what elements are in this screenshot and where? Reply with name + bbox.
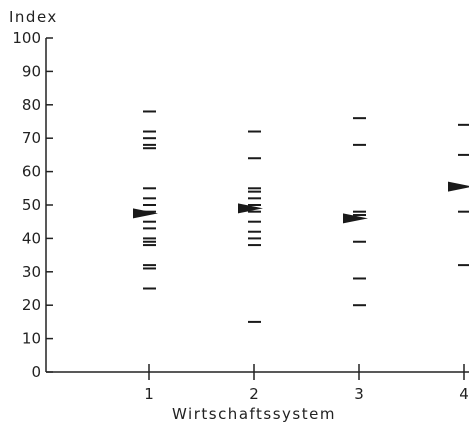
x-axis-ticks: 1 2 3 4 [144,364,469,403]
y-tick-label: 90 [22,62,41,80]
x-tick-label: 1 [144,385,154,403]
x-tick-label: 3 [354,385,364,403]
mean-marker [448,181,469,192]
y-tick-label: 40 [22,229,41,247]
x-tick-label: 2 [249,385,259,403]
x-tick-label: 4 [459,385,469,403]
y-tick-label: 30 [22,263,41,281]
mean-marker [343,213,368,224]
y-tick-label: 20 [22,296,41,314]
y-tick-label: 60 [22,163,41,181]
y-tick-label: 80 [22,96,41,114]
data-marks [133,110,469,323]
y-axis-title: Index [9,8,58,26]
y-tick-label: 0 [31,363,41,381]
y-tick-label: 50 [22,196,41,214]
y-axis-ticks: 0 10 20 30 40 50 60 70 80 90 100 [12,29,53,381]
y-tick-label: 70 [22,129,41,147]
y-tick-label: 10 [22,330,41,348]
y-tick-label: 100 [12,29,41,47]
mean-marker [133,208,158,219]
x-axis-title: Wirtschaftssystem [172,405,336,423]
mean-marker [238,203,263,214]
